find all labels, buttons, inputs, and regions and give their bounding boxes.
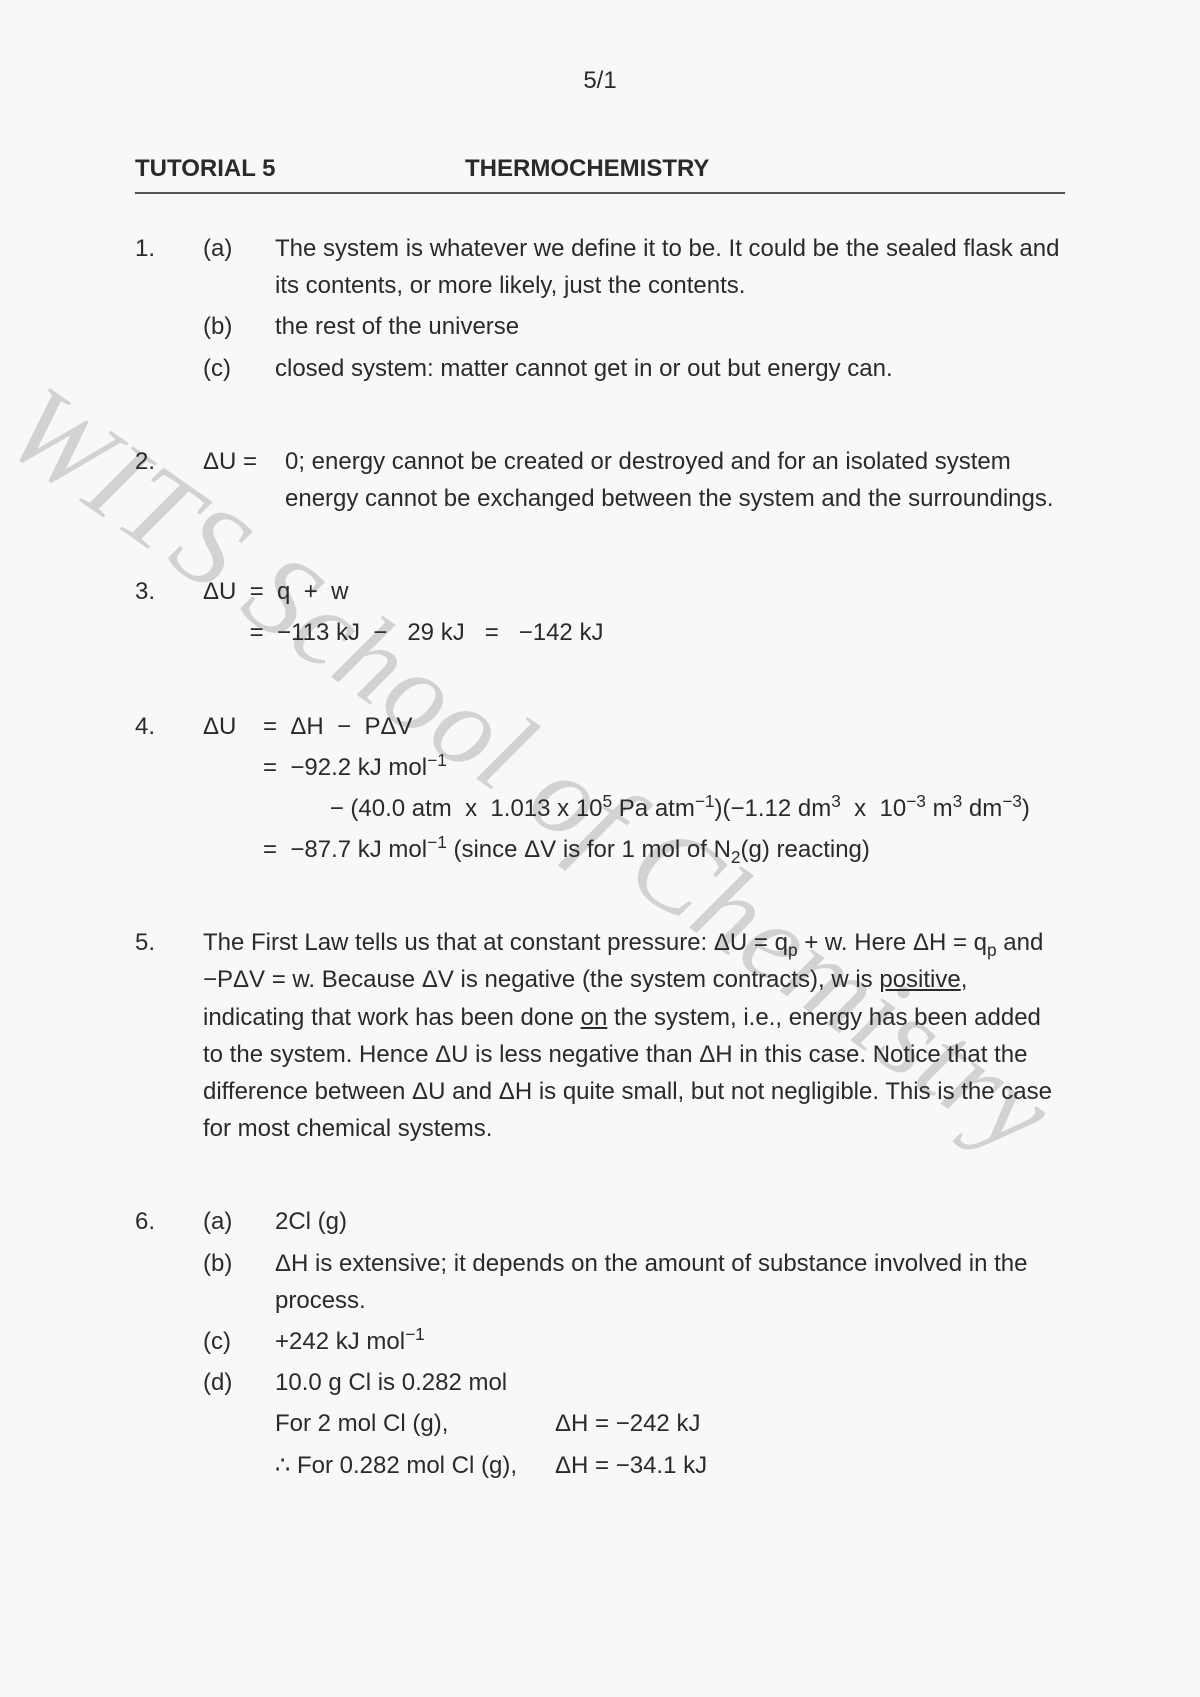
q4-line1: ΔU = ΔH − PΔV	[203, 708, 1065, 745]
q6d-label: (d)	[203, 1364, 275, 1401]
tutorial-label: TUTORIAL 5	[135, 150, 275, 187]
question-5: 5. The First Law tells us that at consta…	[135, 924, 1065, 1147]
q2-num: 2.	[135, 443, 203, 517]
q5-paragraph: The First Law tells us that at constant …	[203, 924, 1065, 1147]
q6b-text: ΔH is extensive; it depends on the amoun…	[275, 1245, 1065, 1319]
q6-num: 6.	[135, 1203, 203, 1240]
content: 1. (a) The system is whatever we define …	[135, 230, 1065, 1540]
q2-body: 0; energy cannot be created or destroyed…	[285, 443, 1065, 517]
q6d-line3: ∴ For 0.282 mol Cl (g),ΔH = −34.1 kJ	[275, 1447, 1065, 1484]
q2-lead: ΔU =	[203, 443, 285, 517]
page-number: 5/1	[0, 62, 1200, 99]
q6a-text: 2Cl (g)	[275, 1203, 1065, 1240]
question-3: 3. ΔU = q + w = −113 kJ − 29 kJ = −142 k…	[135, 573, 1065, 651]
q5-num: 5.	[135, 924, 203, 1147]
q1a-label: (a)	[203, 230, 275, 304]
q1c-text: closed system: matter cannot get in or o…	[275, 350, 1065, 387]
q3-num: 3.	[135, 573, 203, 610]
q6c-text: +242 kJ mol−1	[275, 1323, 1065, 1360]
q6b-label: (b)	[203, 1245, 275, 1319]
page: WITS School of Chemistry 5/1 TUTORIAL 5 …	[0, 0, 1200, 1697]
q3-line1: ΔU = q + w	[203, 573, 1065, 610]
q6c-label: (c)	[203, 1323, 275, 1360]
question-4: 4. ΔU = ΔH − PΔV = −92.2 kJ mol−1 − (40.…	[135, 708, 1065, 869]
q1b-label: (b)	[203, 308, 275, 345]
q1c-label: (c)	[203, 350, 275, 387]
q1-num: 1.	[135, 230, 203, 304]
q6d-line1: 10.0 g Cl is 0.282 mol	[275, 1364, 1065, 1401]
q6a-label: (a)	[203, 1203, 275, 1240]
q4-line2: = −92.2 kJ mol−1	[203, 749, 1065, 786]
q3-line2: = −113 kJ − 29 kJ = −142 kJ	[203, 614, 1065, 651]
q4-line3: − (40.0 atm x 1.013 x 105 Pa atm−1)(−1.1…	[203, 790, 1065, 827]
question-1: 1. (a) The system is whatever we define …	[135, 230, 1065, 387]
question-2: 2. ΔU = 0; energy cannot be created or d…	[135, 443, 1065, 517]
header-rule	[135, 192, 1065, 194]
q4-line4: = −87.7 kJ mol−1 (since ΔV is for 1 mol …	[203, 831, 1065, 868]
topic-label: THERMOCHEMISTRY	[465, 150, 709, 187]
q1a-text: The system is whatever we define it to b…	[275, 230, 1065, 304]
q4-num: 4.	[135, 708, 203, 745]
q1b-text: the rest of the universe	[275, 308, 1065, 345]
q6d-line2: For 2 mol Cl (g),ΔH = −242 kJ	[275, 1405, 1065, 1442]
header-row: TUTORIAL 5 THERMOCHEMISTRY	[135, 150, 1065, 187]
question-6: 6. (a) 2Cl (g) (b) ΔH is extensive; it d…	[135, 1203, 1065, 1483]
